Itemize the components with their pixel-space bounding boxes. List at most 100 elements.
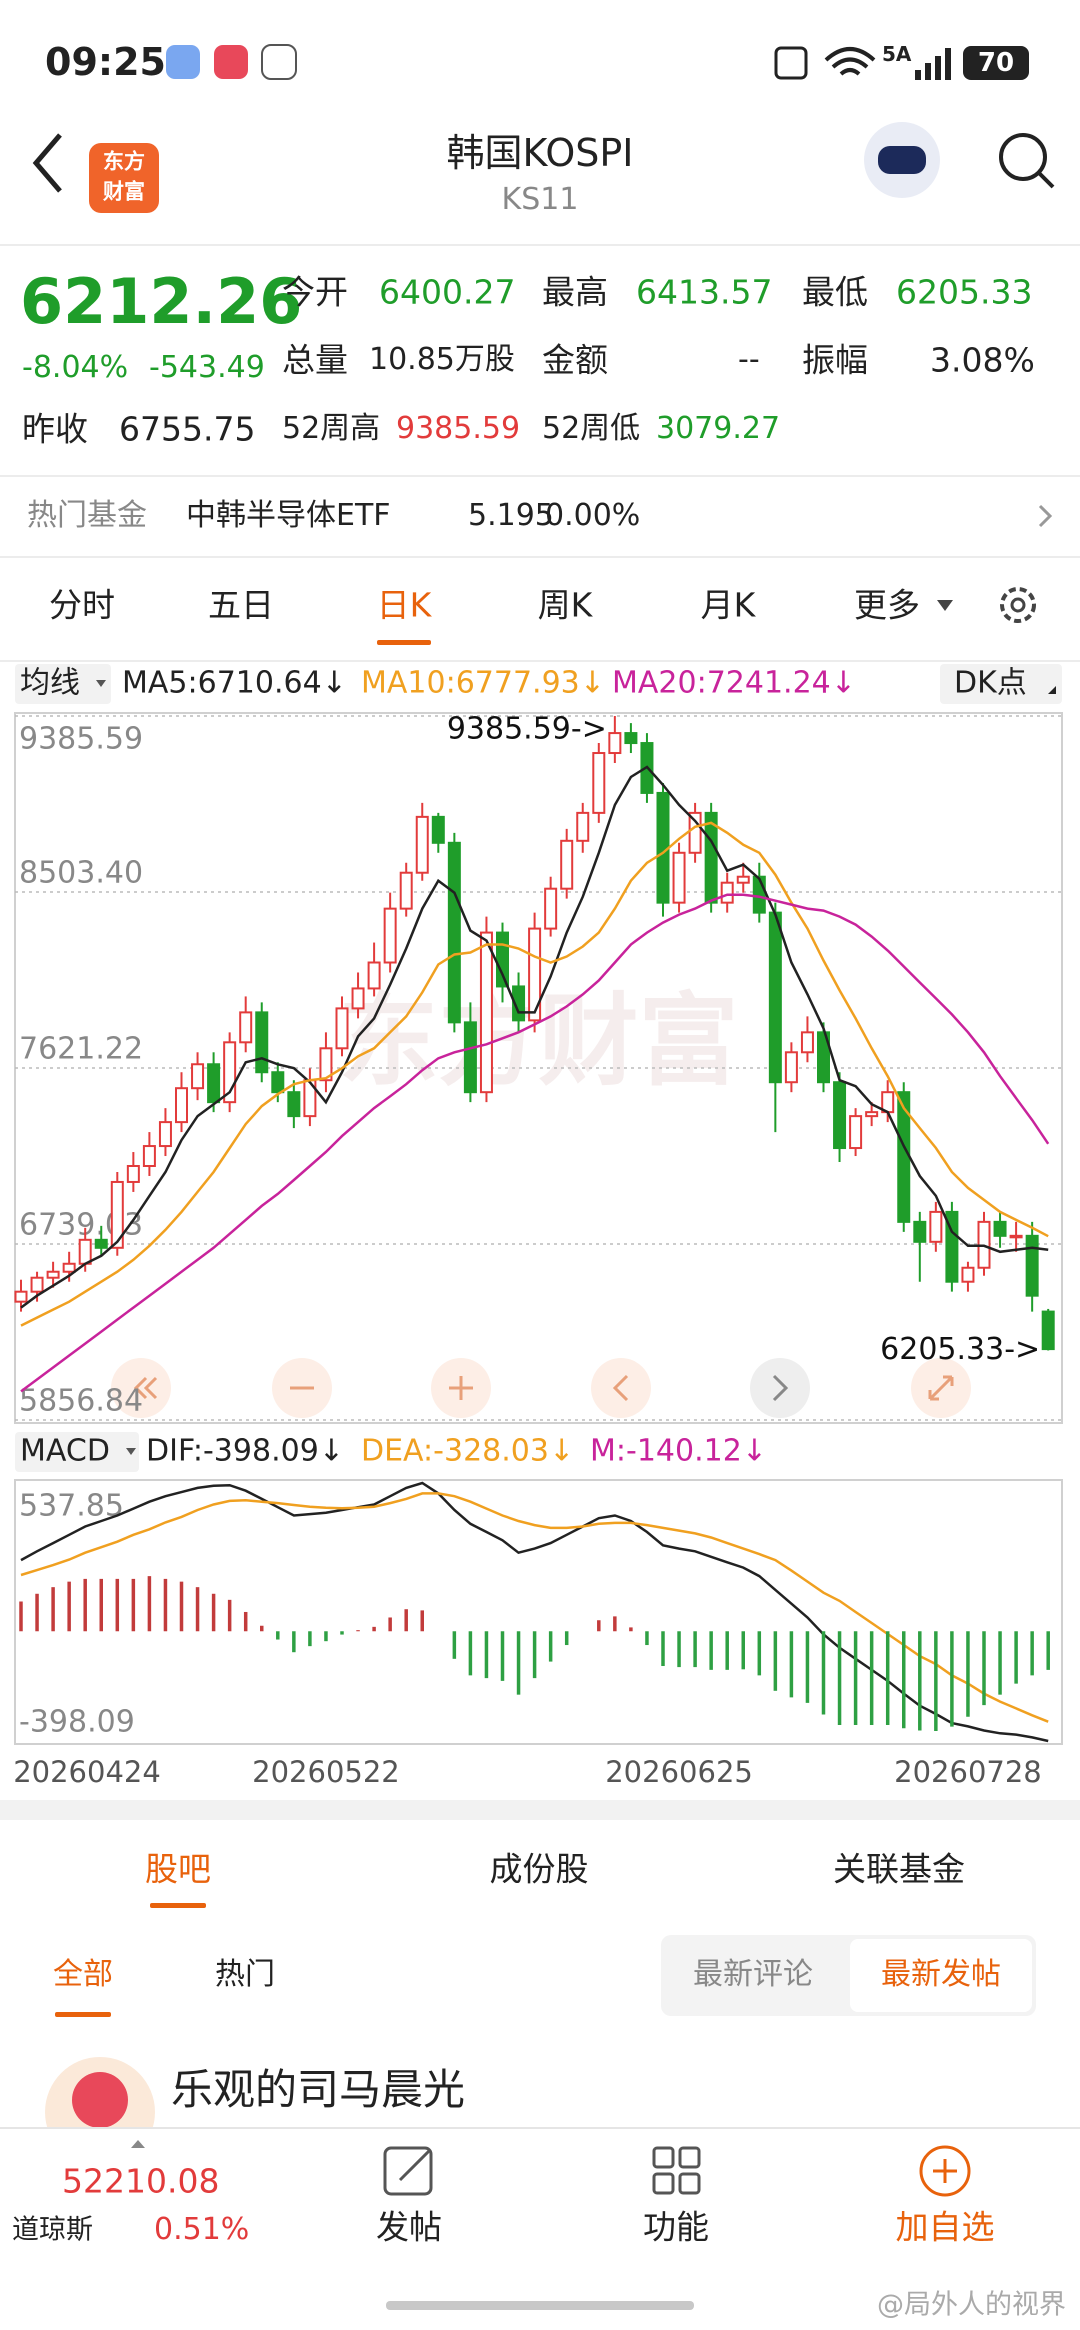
divider xyxy=(0,556,1080,558)
logo-text: 东方 xyxy=(103,149,145,174)
filter-tab-active[interactable]: 全部 xyxy=(53,1957,113,1992)
index-value: 52210.08 xyxy=(62,2161,220,2201)
candle-body xyxy=(993,1220,1007,1237)
candle-body xyxy=(624,732,638,745)
change-pct: -8.04% xyxy=(22,350,129,385)
candle-body xyxy=(544,887,558,930)
control-button[interactable] xyxy=(111,1358,171,1418)
legend-label: MA10:6777.93↓ xyxy=(361,666,605,701)
fund-name[interactable]: 中韩半导体ETF xyxy=(186,498,391,533)
candle-body xyxy=(865,1111,879,1118)
x-tick-label: 20260728 xyxy=(894,1755,1042,1789)
candle-body xyxy=(463,1021,477,1094)
y-tick-label: 7621.22 xyxy=(19,1031,143,1066)
candle-body xyxy=(768,911,782,1084)
y-tick-label: 5856.84 xyxy=(19,1384,143,1419)
y-tick-label: -398.09 xyxy=(19,1705,135,1740)
bottom-button[interactable]: 功能 xyxy=(643,2207,709,2247)
candle-body xyxy=(30,1276,44,1293)
back-button[interactable] xyxy=(32,133,62,193)
section-tab[interactable]: 成份股 xyxy=(489,1849,589,1889)
candle-body xyxy=(319,1047,333,1082)
candle-body xyxy=(704,811,718,904)
avatar-figure xyxy=(72,2072,128,2128)
candle-body xyxy=(223,1041,237,1104)
bottom-button[interactable]: 加自选 xyxy=(895,2207,995,2247)
add-watch-plus xyxy=(933,2159,957,2183)
section-tab[interactable]: 关联基金 xyxy=(833,1849,965,1889)
bottom-button[interactable]: 发帖 xyxy=(376,2207,442,2247)
overlay-box xyxy=(940,664,1062,704)
field-value: 6755.75 xyxy=(119,409,256,449)
app-icon xyxy=(166,45,200,79)
change: -543.49 xyxy=(149,350,265,385)
field-label: 昨收 xyxy=(22,409,88,449)
field-value: 6400.27 xyxy=(379,272,516,312)
post-icon[interactable] xyxy=(383,2146,433,2196)
candle-body xyxy=(720,881,734,904)
sort-button-active[interactable]: 最新发帖 xyxy=(881,1957,1001,1992)
candle-body xyxy=(399,871,413,910)
candle-body xyxy=(528,927,542,1022)
search-button[interactable] xyxy=(999,133,1047,181)
add-watch-icon[interactable] xyxy=(919,2145,971,2197)
dropdown-arrow xyxy=(126,1448,136,1455)
control-icon xyxy=(928,1375,954,1401)
period-tab[interactable]: 分时 xyxy=(49,585,115,625)
candle-body xyxy=(447,841,461,1024)
candle-body xyxy=(833,1081,847,1150)
divider xyxy=(0,660,1080,662)
field-label: 52周低 xyxy=(542,411,641,446)
candle-body xyxy=(800,1031,814,1054)
filter-tab[interactable]: 热门 xyxy=(215,1957,275,1992)
control-button[interactable] xyxy=(750,1358,810,1418)
logo-text: 财富 xyxy=(103,179,145,204)
last-price: 6212.26 xyxy=(20,265,303,338)
annotation: 6205.33-> xyxy=(880,1332,1040,1367)
field-label: 最高 xyxy=(542,272,608,312)
period-tab[interactable]: 月K xyxy=(700,585,756,625)
indicator-box xyxy=(15,1432,139,1472)
indicator-line xyxy=(20,821,1049,1327)
candle-body xyxy=(913,1220,927,1243)
candle-body xyxy=(78,1238,92,1265)
chevron-right xyxy=(1038,504,1053,528)
function-icon[interactable] xyxy=(652,2146,701,2195)
post-author[interactable]: 乐观的司马晨光 xyxy=(171,2065,466,2114)
field-value: 3079.27 xyxy=(656,411,781,446)
sort-active[interactable] xyxy=(850,1939,1032,2012)
candle-body xyxy=(158,1121,172,1148)
app-icon xyxy=(214,45,248,79)
candle-body xyxy=(945,1210,959,1283)
y-tick-label: 6739.03 xyxy=(19,1207,143,1242)
plot-frame xyxy=(14,1479,1063,1745)
y-tick-label: 9385.59 xyxy=(19,722,143,757)
legend-label: M:-140.12↓ xyxy=(590,1434,767,1469)
field-value: 3.08% xyxy=(930,340,1035,380)
app-icon xyxy=(261,44,297,80)
candle-body xyxy=(560,839,574,890)
candle-body xyxy=(929,1210,943,1243)
tab-underline xyxy=(150,1903,206,1908)
period-tab[interactable]: 五日 xyxy=(208,585,274,625)
fund-price: 5.195 xyxy=(468,498,554,533)
period-tab[interactable]: 更多 xyxy=(854,585,920,625)
clock: 09:25 xyxy=(45,40,166,84)
candle-body xyxy=(961,1266,975,1283)
sort-button[interactable]: 最新评论 xyxy=(693,1957,813,1992)
candle-body xyxy=(496,931,509,988)
indicator-line xyxy=(20,893,1050,1393)
section-tab-active[interactable]: 股吧 xyxy=(145,1849,211,1889)
overlay-label: DK点 xyxy=(954,666,1027,701)
period-tab[interactable]: 周K xyxy=(537,585,593,625)
collapse-arrow xyxy=(131,2140,145,2148)
control-button[interactable] xyxy=(591,1358,651,1418)
section-gap xyxy=(0,1800,1080,1820)
candle-body xyxy=(592,752,606,814)
candle-body xyxy=(656,791,670,904)
app-logo xyxy=(89,143,159,213)
period-tab-active[interactable]: 日K xyxy=(376,585,432,625)
divider xyxy=(0,244,1080,246)
settings-button[interactable] xyxy=(1000,587,1036,623)
